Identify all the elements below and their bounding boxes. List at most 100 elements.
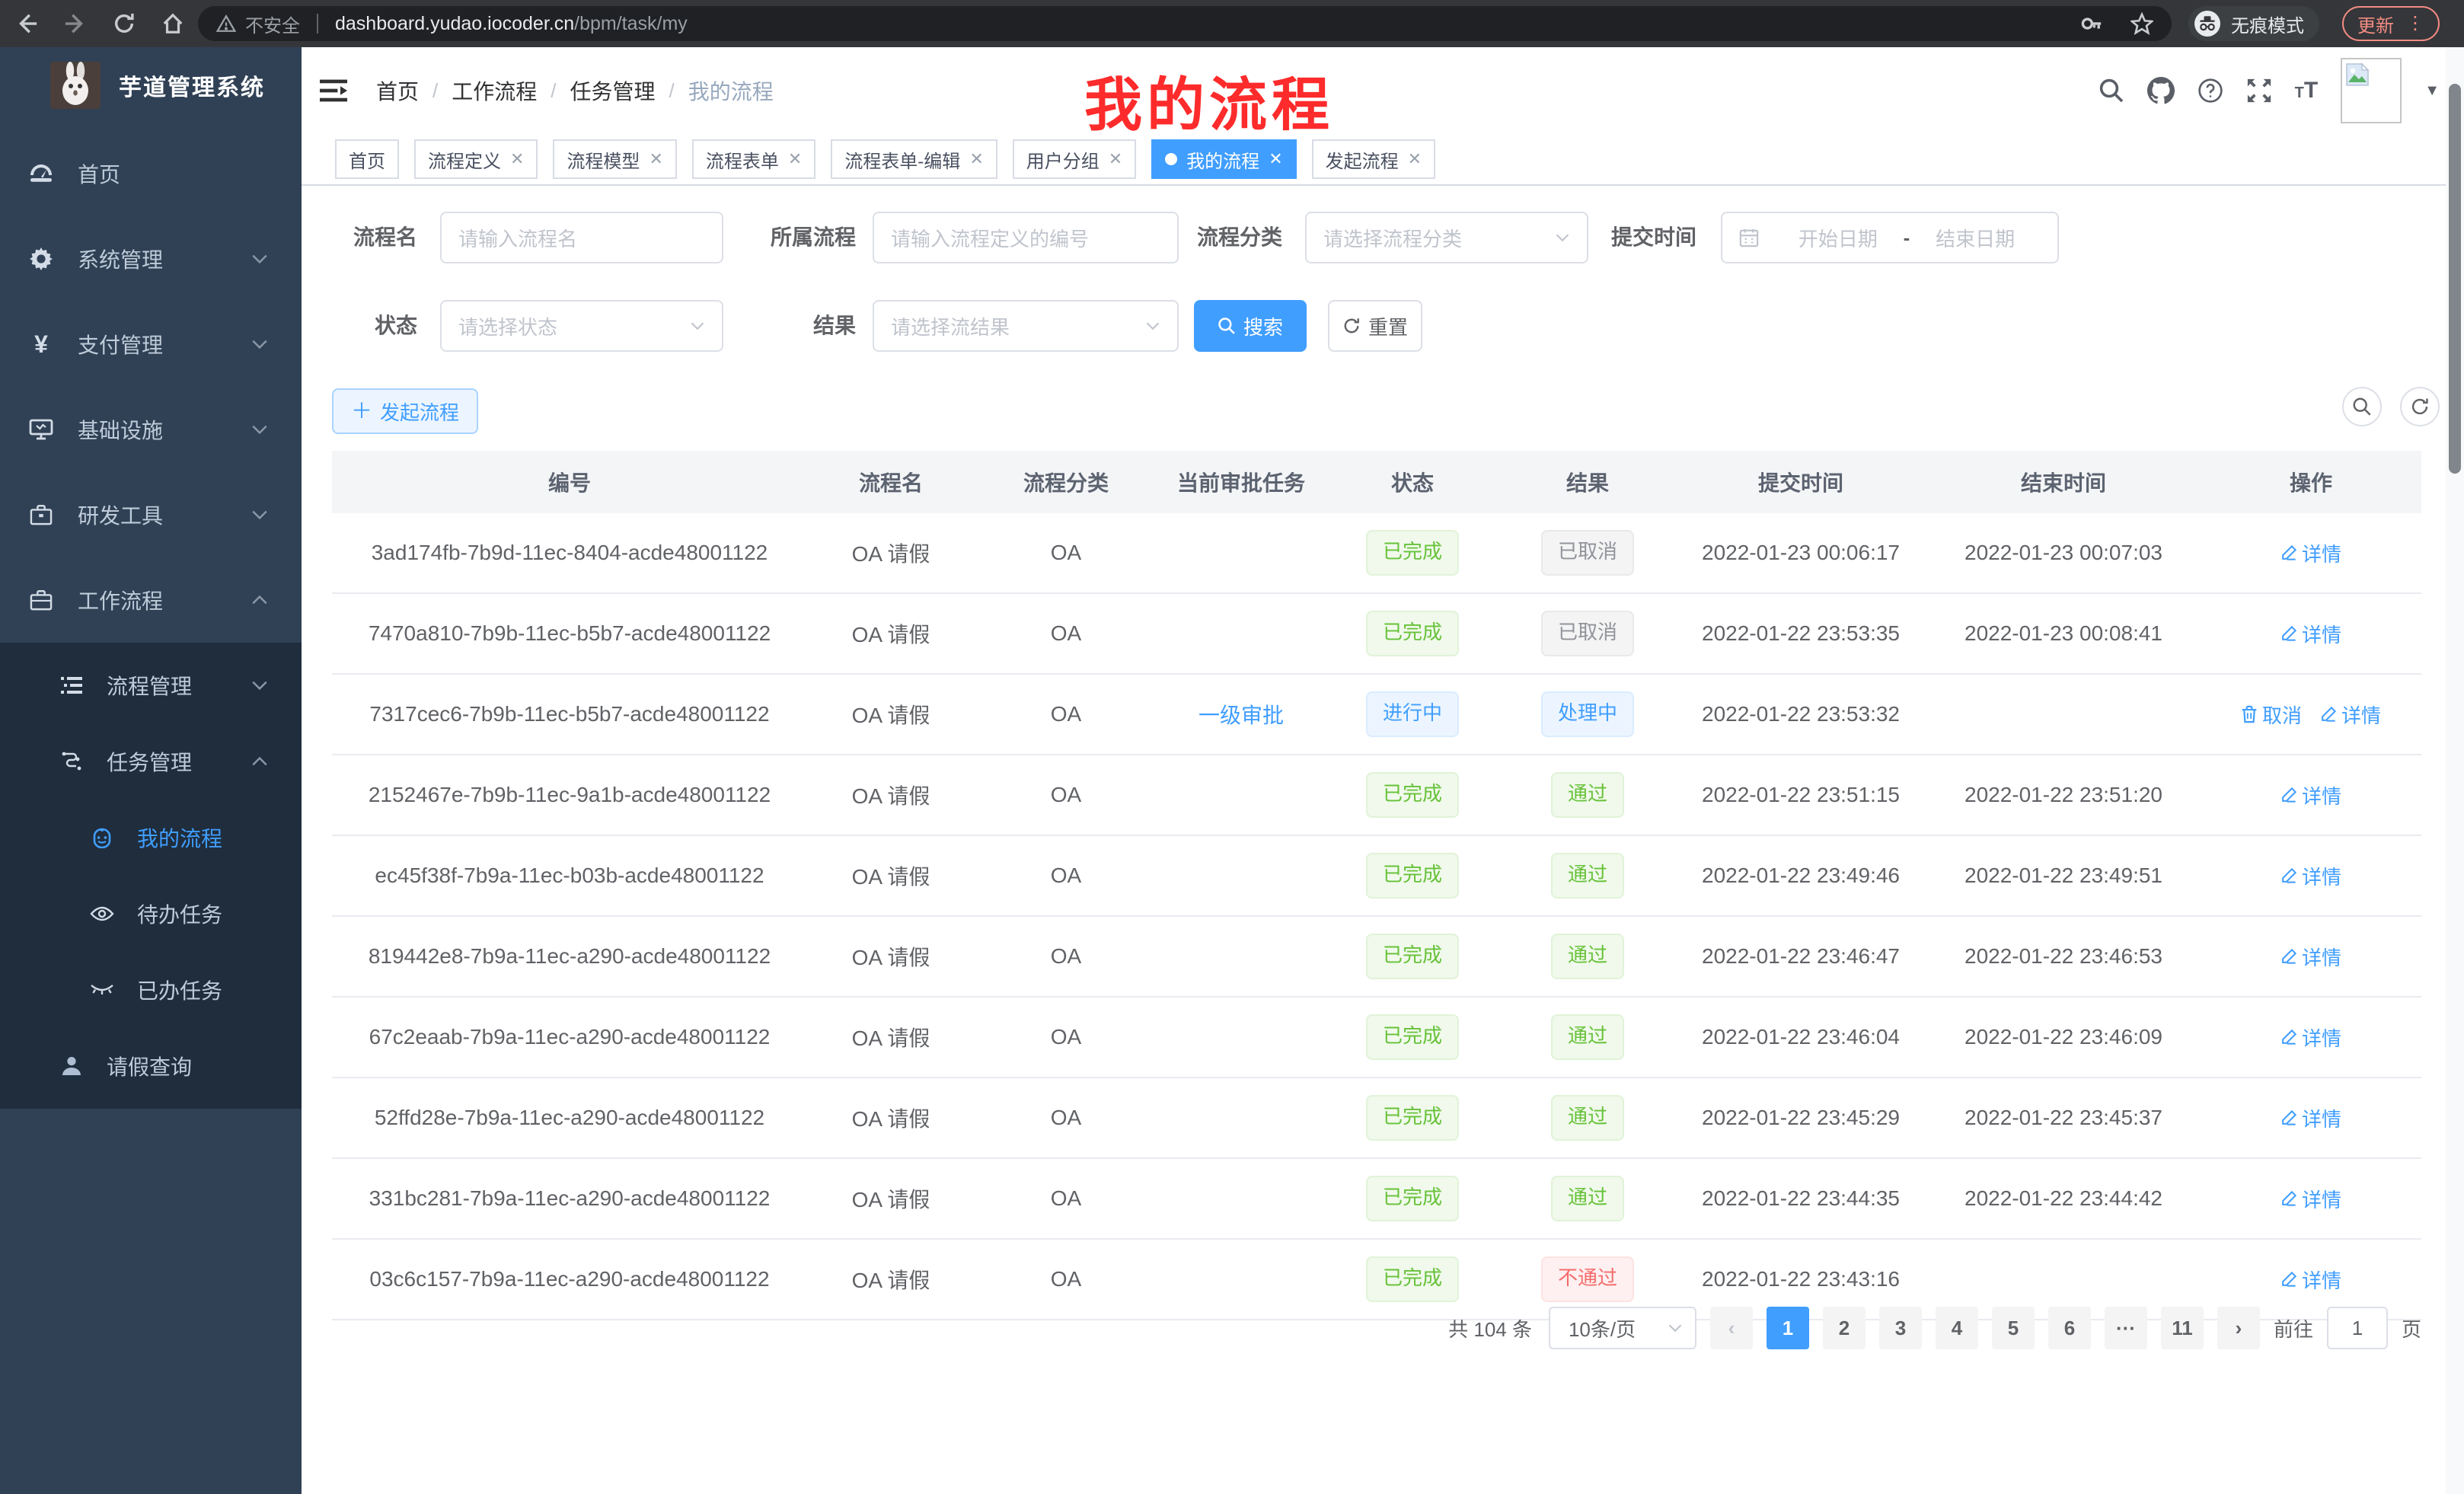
submit-time-range-picker[interactable]: 开始日期 - 结束日期 — [1721, 212, 2059, 263]
detail-link[interactable]: 详情 — [2280, 1104, 2341, 1132]
tab-process-form-edit[interactable]: 流程表单-编辑 ✕ — [831, 139, 997, 179]
page-button-6[interactable]: 6 — [2047, 1307, 2091, 1349]
forward-icon[interactable] — [64, 12, 87, 35]
github-icon[interactable] — [2146, 77, 2175, 104]
start-process-button[interactable]: ＋发起流程 — [332, 388, 478, 434]
refresh-button[interactable] — [2400, 387, 2440, 426]
result-badge: 通过 — [1550, 1014, 1624, 1060]
browser-menu-icon[interactable]: ⋮ — [2406, 13, 2424, 34]
next-page-button[interactable]: › — [2217, 1307, 2260, 1349]
result-select[interactable]: 请选择流结果 — [873, 300, 1179, 352]
avatar[interactable] — [2341, 58, 2402, 123]
sidebar-collapse-icon[interactable] — [314, 73, 353, 108]
close-icon[interactable]: ✕ — [787, 149, 803, 168]
more-pages-button[interactable]: ··· — [2104, 1307, 2147, 1349]
detail-link[interactable]: 详情 — [2280, 943, 2341, 971]
search-button[interactable]: 搜索 — [1194, 300, 1307, 352]
cell-submit-time: 2022-01-22 23:53:32 — [1702, 702, 1900, 726]
sidebar-item-process-management[interactable]: 流程管理 — [0, 647, 302, 723]
close-icon[interactable]: ✕ — [649, 149, 663, 168]
tab-my-processes[interactable]: 我的流程 ✕ — [1151, 139, 1297, 179]
sidebar-item-done-tasks[interactable]: 已办任务 — [0, 952, 302, 1028]
chevron-down-icon[interactable]: ▼ — [2424, 81, 2440, 99]
window-scrollbar[interactable] — [2446, 47, 2464, 1494]
toggle-search-button[interactable] — [2342, 387, 2382, 426]
browser-update-button[interactable]: 更新 ⋮ — [2342, 6, 2440, 41]
page-button-11[interactable]: 11 — [2160, 1307, 2204, 1349]
start-date-input[interactable]: 开始日期 — [1798, 227, 1878, 251]
close-icon[interactable]: ✕ — [1407, 149, 1422, 168]
detail-link[interactable]: 详情 — [2280, 781, 2341, 809]
cell-id: 03c6c157-7b9a-11ec-a290-acde48001122 — [369, 1267, 770, 1291]
password-key-icon[interactable] — [2080, 12, 2103, 35]
breadcrumb-task-management[interactable]: 任务管理 — [570, 80, 656, 104]
security-warning-icon[interactable] — [216, 14, 236, 34]
status-select[interactable]: 请选择状态 — [440, 300, 723, 352]
search-icon[interactable] — [2099, 78, 2124, 104]
detail-link[interactable]: 详情 — [2280, 539, 2341, 567]
reload-icon[interactable] — [113, 12, 136, 35]
close-icon[interactable]: ✕ — [969, 149, 984, 168]
process-definition-input[interactable]: 请输入流程定义的编号 — [873, 212, 1179, 263]
tab-process-model[interactable]: 流程模型 ✕ — [553, 139, 677, 179]
page-button-2[interactable]: 2 — [1822, 1307, 1866, 1349]
page-button-5[interactable]: 5 — [1991, 1307, 2035, 1349]
close-icon[interactable]: ✕ — [1108, 149, 1123, 168]
sidebar-item-payment[interactable]: ¥ 支付管理 — [0, 302, 302, 387]
breadcrumb-home[interactable]: 首页 — [376, 80, 420, 104]
reset-button[interactable]: 重置 — [1328, 300, 1422, 352]
cancel-link[interactable]: 取消 — [2241, 701, 2302, 729]
detail-link[interactable]: 详情 — [2280, 1023, 2341, 1052]
page-button-4[interactable]: 4 — [1935, 1307, 1978, 1349]
home-icon[interactable] — [161, 12, 184, 35]
help-icon[interactable] — [2197, 78, 2223, 104]
tab-process-form[interactable]: 流程表单 ✕ — [691, 139, 816, 179]
tab-user-group[interactable]: 用户分组 ✕ — [1012, 139, 1137, 179]
dashboard-icon — [29, 163, 53, 184]
sidebar-item-system[interactable]: 系统管理 — [0, 216, 302, 302]
cell-current-task[interactable]: 一级审批 — [1198, 704, 1284, 727]
sidebar-item-my-processes[interactable]: 我的流程 — [0, 800, 302, 876]
app-logo[interactable]: 芋道管理系统 — [0, 47, 302, 123]
sidebar-item-task-management[interactable]: 任务管理 — [0, 723, 302, 800]
tab-home[interactable]: 首页 — [335, 139, 399, 179]
page-button-3[interactable]: 3 — [1878, 1307, 1922, 1349]
detail-link[interactable]: 详情 — [2320, 701, 2381, 729]
update-label[interactable]: 更新 — [2357, 15, 2394, 37]
detail-link[interactable]: 详情 — [2280, 1185, 2341, 1213]
cell-submit-time: 2022-01-22 23:44:35 — [1702, 1186, 1900, 1210]
process-category-select[interactable]: 请选择流程分类 — [1305, 212, 1588, 263]
page-button-1[interactable]: 1 — [1766, 1307, 1809, 1349]
sidebar-item-home[interactable]: 首页 — [0, 131, 302, 216]
breadcrumb-workflow[interactable]: 工作流程 — [452, 80, 538, 104]
status-badge: 已完成 — [1365, 853, 1459, 899]
sidebar-item-workflow[interactable]: 工作流程 — [0, 557, 302, 643]
sidebar-item-todo-tasks[interactable]: 待办任务 — [0, 876, 302, 952]
bookmark-star-icon[interactable] — [2130, 12, 2153, 35]
detail-link[interactable]: 详情 — [2280, 620, 2341, 648]
detail-link[interactable]: 详情 — [2280, 1266, 2341, 1294]
back-icon[interactable] — [15, 12, 38, 35]
process-name-input[interactable]: 请输入流程名 — [440, 212, 723, 263]
cell-submit-time: 2022-01-23 00:06:17 — [1702, 541, 1900, 564]
prev-page-button[interactable]: ‹ — [1709, 1307, 1753, 1349]
tab-start-process[interactable]: 发起流程 ✕ — [1311, 139, 1436, 179]
detail-link[interactable]: 详情 — [2280, 862, 2341, 890]
end-date-input[interactable]: 结束日期 — [1936, 227, 2016, 251]
page-size-select[interactable]: 10条/页 — [1548, 1307, 1696, 1349]
goto-page-input[interactable] — [2326, 1307, 2388, 1349]
cell-category: OA — [1050, 621, 1082, 645]
close-icon[interactable]: ✕ — [510, 149, 525, 168]
address-bar[interactable]: 不安全 dashboard.yudao.iocoder.cn/bpm/task/… — [198, 6, 2172, 41]
fullscreen-icon[interactable] — [2246, 78, 2272, 104]
cell-category: OA — [1050, 1267, 1082, 1291]
cell-name: OA 请假 — [851, 623, 930, 646]
scrollbar-thumb[interactable] — [2449, 84, 2461, 474]
sidebar-item-leave-query[interactable]: 请假查询 — [0, 1028, 302, 1104]
cell-end-time: 2022-01-22 23:51:20 — [1964, 783, 2162, 806]
sidebar-item-devtools[interactable]: 研发工具 — [0, 472, 302, 557]
close-icon[interactable]: ✕ — [1269, 149, 1283, 168]
tab-process-definition[interactable]: 流程定义 ✕ — [414, 139, 538, 179]
sidebar-item-infrastructure[interactable]: 基础设施 — [0, 387, 302, 472]
